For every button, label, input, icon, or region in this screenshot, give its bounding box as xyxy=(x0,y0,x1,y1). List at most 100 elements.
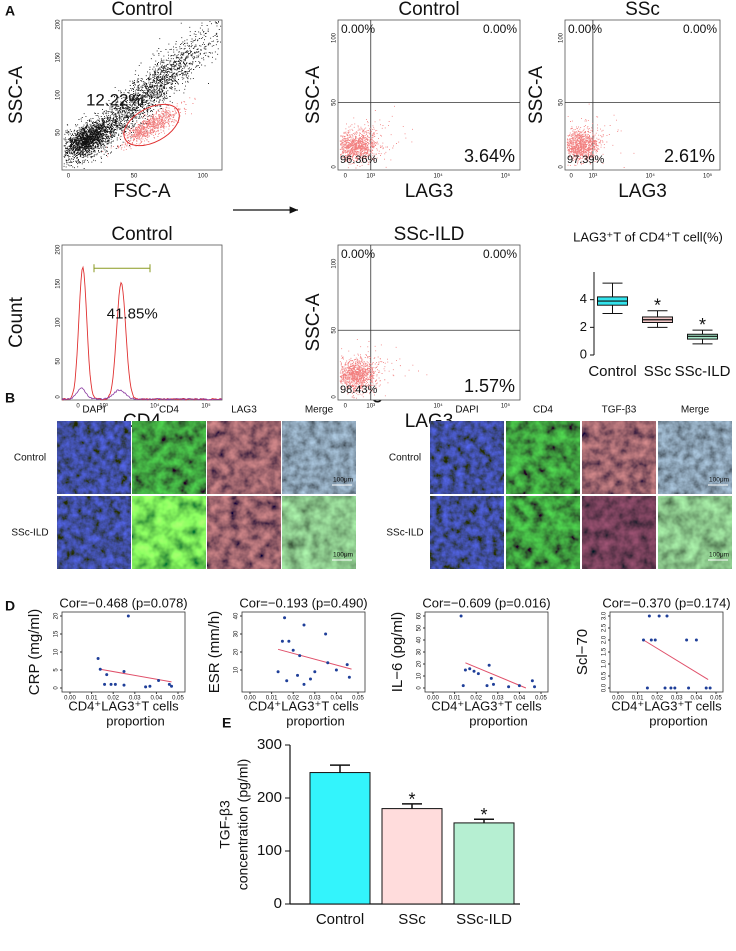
y-tick-label: 60 xyxy=(417,612,423,619)
bar xyxy=(309,772,371,905)
x-tick-label: 0.02 xyxy=(107,696,119,702)
x-axis-label: proportion xyxy=(286,713,345,728)
quadrant-percent: 2.61% xyxy=(664,146,715,166)
x-axis-label: CD4⁺LAG3⁺T cells xyxy=(248,698,359,713)
y-axis-label: SSC-A xyxy=(303,293,324,351)
point xyxy=(647,614,651,618)
point xyxy=(285,679,289,683)
x-tick-label: 50 xyxy=(131,174,138,180)
point xyxy=(326,661,330,665)
micrograph xyxy=(506,496,580,569)
y-tick-label: 1.0 xyxy=(602,659,608,668)
gate-percent: 12.22% xyxy=(86,90,144,109)
quadrant-percent: 3.64% xyxy=(464,146,515,166)
point xyxy=(291,648,295,652)
y-tick-label: 100 xyxy=(332,258,338,269)
x-tick-label: 0.05 xyxy=(352,696,364,702)
quadrant-percent: 0.00% xyxy=(568,22,602,36)
y-axis-label: Count xyxy=(6,296,27,347)
point xyxy=(489,676,493,680)
micrograph xyxy=(132,421,206,494)
y-tick-label: 0 xyxy=(332,165,338,169)
fit-line xyxy=(465,662,527,689)
y-tick-label: 10 xyxy=(54,648,60,655)
x-tick-label: 10⁵ xyxy=(501,173,511,180)
y-axis-label: concentration (pg/ml) xyxy=(235,759,251,891)
micrograph xyxy=(430,496,504,569)
plot-title: SSc xyxy=(625,0,660,20)
panel-label: D xyxy=(5,598,15,614)
plot-frame xyxy=(337,19,521,171)
y-tick-label: 0 xyxy=(417,686,423,690)
x-tick-label: 0.04 xyxy=(331,696,343,702)
point xyxy=(708,686,712,690)
point xyxy=(665,614,669,618)
x-axis-label: CD4⁺LAG3⁺T cells xyxy=(611,698,722,713)
y-tick-label: 150 xyxy=(56,278,62,289)
micrograph xyxy=(132,496,206,569)
point xyxy=(144,685,148,689)
x-tick-label: 0.00 xyxy=(612,696,624,702)
x-tick-label: 0 xyxy=(570,174,574,180)
y-axis-label: IL−6 (pg/ml) xyxy=(389,612,406,692)
channel-label: DAPI xyxy=(82,405,105,416)
y-tick-label: 0 xyxy=(56,395,62,399)
quadrant-percent: 0.00% xyxy=(483,22,517,36)
micrograph xyxy=(57,496,131,569)
scale-bar-label: 100μm xyxy=(709,552,729,559)
point xyxy=(347,675,351,679)
y-tick-label: 50 xyxy=(417,624,423,631)
x-tick-label: 10⁵ xyxy=(201,403,211,410)
point xyxy=(302,682,306,686)
scale-bar-label: 100μm xyxy=(333,552,353,559)
x-tick-label: 0 xyxy=(67,174,71,180)
x-tick-label: 0.04 xyxy=(691,696,703,702)
point xyxy=(687,686,691,690)
y-tick-label: 50 xyxy=(56,357,62,364)
point xyxy=(345,663,349,667)
y-tick-label: 10 xyxy=(234,666,240,673)
panel-label: E xyxy=(222,715,231,731)
point xyxy=(645,686,649,690)
point xyxy=(170,684,174,688)
x-axis-label: CD4⁺LAG3⁺T cells xyxy=(68,698,179,713)
micrograph xyxy=(582,421,656,494)
y-tick-label: 15 xyxy=(54,630,60,637)
row-label: SSc-ILD xyxy=(11,528,48,539)
point xyxy=(704,686,708,690)
y-tick-label: 150 xyxy=(56,52,62,63)
micrograph xyxy=(207,496,281,569)
x-axis-label: proportion xyxy=(106,713,165,728)
point xyxy=(109,682,113,686)
point xyxy=(459,614,463,618)
y-tick-label: 100 xyxy=(56,89,62,100)
point xyxy=(157,678,161,682)
point xyxy=(126,614,130,618)
point xyxy=(334,668,338,672)
x-tick-label: 0 xyxy=(344,174,348,180)
y-tick-label: 0 xyxy=(274,895,282,912)
y-tick-label: 0.5 xyxy=(602,671,608,680)
channel-label: Merge xyxy=(305,405,334,416)
significance: * xyxy=(408,790,415,810)
x-tick-label: 0.02 xyxy=(470,696,482,702)
point xyxy=(98,667,102,671)
plot-title: SSc-ILD xyxy=(394,224,465,245)
x-tick-label: Control xyxy=(588,363,636,380)
scale-bar-label: 100μm xyxy=(333,477,353,484)
point xyxy=(280,639,284,643)
y-tick-label: 2.5 xyxy=(602,623,608,632)
y-tick-label: 100 xyxy=(332,32,338,43)
micrograph xyxy=(57,421,131,494)
point xyxy=(649,638,653,642)
point xyxy=(669,686,673,690)
x-axis-label: FSC-A xyxy=(114,181,171,202)
y-axis-label: SSC-A xyxy=(6,66,27,124)
x-tick-label: 10⁵ xyxy=(501,403,511,410)
significance: * xyxy=(699,315,706,335)
point xyxy=(463,668,467,672)
x-tick-label: 0.03 xyxy=(492,696,504,702)
x-tick-label: 10³ xyxy=(366,174,375,180)
